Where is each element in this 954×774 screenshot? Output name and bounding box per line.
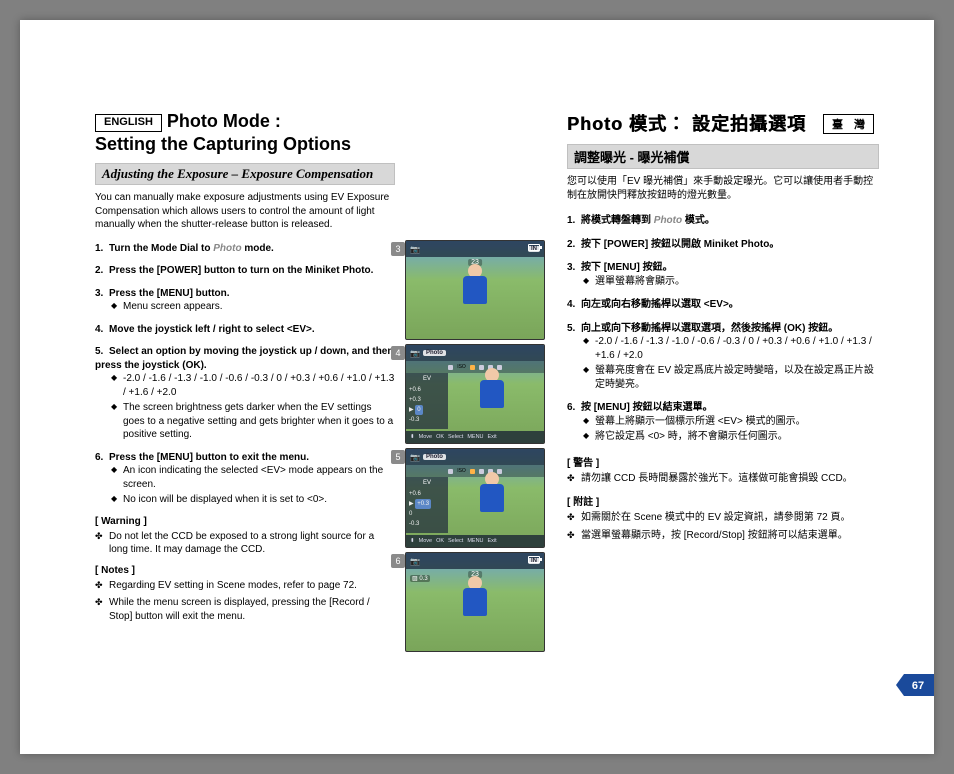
- camera-icon: 📷: [410, 453, 420, 462]
- thumb-5: 📷Photo ISO EV +0.6 ▶ +0.3 0 -0.3: [405, 448, 545, 548]
- sub-bullet: Menu screen appears.: [111, 300, 395, 314]
- ev-panel: EV +0.6 ▶ +0.3 0 -0.3: [406, 477, 448, 533]
- subject-figure: [461, 576, 489, 616]
- step-item: 5.Select an option by moving the joystic…: [95, 345, 395, 442]
- step-item: 1.Turn the Mode Dial to Photo mode.: [95, 242, 395, 256]
- warning-item: 請勿讓 CCD 長時間暴露於強光下。這樣做可能會損毀 CCD。: [567, 472, 879, 486]
- thumb-3: 📷IN 23: [405, 240, 545, 340]
- thumb-bottombar: ⬍Move OKSelect MENUExit: [406, 431, 544, 443]
- ev-badge: ▨ 0.3: [410, 575, 430, 582]
- note-item: While the menu screen is displayed, pres…: [95, 596, 395, 623]
- thumb-5-wrap: 5 📷Photo ISO EV +0.6 ▶ +0.3 0 -0.3: [405, 448, 545, 548]
- menu-icons-row: ISO: [406, 465, 544, 477]
- thumb-6-wrap: 6 📷IN 23 ▨ 0.3: [405, 552, 545, 652]
- thumb-badge: 5: [391, 450, 405, 464]
- left-subheading: Adjusting the Exposure – Exposure Compen…: [95, 163, 395, 185]
- battery-icon: [528, 556, 540, 563]
- camera-icon: 📷: [410, 557, 420, 566]
- thumbnails-column: 3 📷IN 23 4 📷Photo ISO EV: [395, 110, 555, 714]
- menu-icons-row: ISO: [406, 361, 544, 373]
- columns: ENGLISH Photo Mode : Setting the Capturi…: [95, 110, 879, 714]
- thumb-3-wrap: 3 📷IN 23: [405, 240, 545, 340]
- right-column: Photo 模式︰ 設定拍攝選項 調整曝光 - 曝光補償 您可以使用「EV 曝光…: [555, 110, 879, 714]
- ev-title: EV: [409, 480, 445, 486]
- step-item: 3.按下 [MENU] 按鈕。 選單螢幕將會顯示。: [567, 261, 879, 288]
- thumb-bottombar: ⬍Move OKSelect MENUExit: [406, 535, 544, 547]
- left-steps: 1.Turn the Mode Dial to Photo mode. 2.Pr…: [95, 242, 395, 507]
- left-notes-list: Regarding EV setting in Scene modes, ref…: [95, 579, 395, 624]
- left-intro: You can manually make exposure adjustmen…: [95, 191, 395, 232]
- subject-figure: [478, 472, 506, 512]
- ev-scale: +0.6 +0.3 ▶ 0 -0.3: [409, 385, 445, 425]
- thumb-badge: 3: [391, 242, 405, 256]
- right-warning-list: 請勿讓 CCD 長時間暴露於強光下。這樣做可能會損毀 CCD。: [567, 472, 879, 486]
- left-warning-head: [ Warning ]: [95, 516, 395, 527]
- right-warning-head: [ 警告 ]: [567, 454, 879, 469]
- right-notes-head: [ 附註 ]: [567, 493, 879, 508]
- thumb-badge: 6: [391, 554, 405, 568]
- note-item: 如需關於在 Scene 模式中的 EV 設定資訊，請參閱第 72 頁。: [567, 511, 879, 525]
- language-box-tw: 臺 灣: [823, 114, 874, 134]
- page-number-text: 67: [912, 680, 924, 692]
- left-warning-list: Do not let the CCD be exposed to a stron…: [95, 530, 395, 557]
- left-title-line2: Setting the Capturing Options: [95, 134, 351, 154]
- warning-item: Do not let the CCD be exposed to a stron…: [95, 530, 395, 557]
- sub-bullet: 螢幕上將顯示一個標示所選 <EV> 模式的圖示。: [583, 415, 879, 429]
- ev-title: EV: [409, 376, 445, 382]
- ev-scale: +0.6 ▶ +0.3 0 -0.3: [409, 489, 445, 529]
- right-subheading: 調整曝光 - 曝光補償: [567, 144, 879, 169]
- manual-page: 臺 灣 ENGLISH Photo Mode : Setting the Cap…: [20, 20, 934, 754]
- step-item: 6.按 [MENU] 按鈕以結束選單。 螢幕上將顯示一個標示所選 <EV> 模式…: [567, 401, 879, 444]
- note-item: Regarding EV setting in Scene modes, ref…: [95, 579, 395, 593]
- step-item: 2.Press the [POWER] button to turn on th…: [95, 264, 395, 278]
- sub-bullet: The screen brightness gets darker when t…: [111, 401, 395, 442]
- sub-bullet: 選單螢幕將會顯示。: [583, 275, 879, 289]
- left-column: ENGLISH Photo Mode : Setting the Capturi…: [95, 110, 395, 714]
- sub-bullet: -2.0 / -1.6 / -1.3 / -1.0 / -0.6 / -0.3 …: [583, 335, 879, 362]
- sub-bullet: An icon indicating the selected <EV> mod…: [111, 464, 395, 491]
- step-item: 3.Press the [MENU] button. Menu screen a…: [95, 287, 395, 314]
- iso-icon: ISO: [457, 468, 466, 474]
- step-item: 5.向上或向下移動搖桿以選取選項，然後按搖桿 (OK) 按鈕。 -2.0 / -…: [567, 322, 879, 392]
- left-title-line1: Photo Mode :: [167, 111, 281, 131]
- iso-icon: ISO: [457, 364, 466, 370]
- step-item: 4.向左或向右移動搖桿以選取 <EV>。: [567, 298, 879, 312]
- sub-bullet: -2.0 / -1.6 / -1.3 / -1.0 / -0.6 / -0.3 …: [111, 372, 395, 399]
- subject-figure: [478, 368, 506, 408]
- ev-panel: EV +0.6 +0.3 ▶ 0 -0.3: [406, 373, 448, 429]
- photo-chip: Photo: [423, 350, 446, 356]
- step-item: 6.Press the [MENU] button to exit the me…: [95, 451, 395, 507]
- sub-bullet: No icon will be displayed when it is set…: [111, 493, 395, 507]
- subject-figure: [461, 264, 489, 304]
- thumb-badge: 4: [391, 346, 405, 360]
- battery-icon: [528, 244, 540, 251]
- right-intro: 您可以使用「EV 曝光補償」來手動設定曝光。它可以讓使用者手動控制在放開快門釋放…: [567, 175, 879, 202]
- left-title: ENGLISH Photo Mode : Setting the Capturi…: [95, 110, 395, 155]
- page-number: 67: [896, 674, 934, 696]
- step-item: 4.Move the joystick left / right to sele…: [95, 323, 395, 337]
- step-item: 2.按下 [POWER] 按鈕以開啟 Miniket Photo。: [567, 238, 879, 252]
- sub-bullet: 將它設定爲 <0> 時，將不會顯示任何圖示。: [583, 430, 879, 444]
- right-notes-list: 如需關於在 Scene 模式中的 EV 設定資訊，請參閱第 72 頁。 當選單螢…: [567, 511, 879, 542]
- note-item: 當選單螢幕顯示時，按 [Record/Stop] 按鈕將可以結束選單。: [567, 529, 879, 543]
- thumb-4-wrap: 4 📷Photo ISO EV +0.6 +0.3 ▶ 0 -0.3: [405, 344, 545, 444]
- step-item: 1.將模式轉盤轉到 Photo 模式。: [567, 214, 879, 228]
- sub-bullet: 螢幕亮度會在 EV 設定爲底片設定時變暗，以及在設定爲正片設定時變亮。: [583, 364, 879, 391]
- thumb-4: 📷Photo ISO EV +0.6 +0.3 ▶ 0 -0.3: [405, 344, 545, 444]
- thumb-6: 📷IN 23 ▨ 0.3: [405, 552, 545, 652]
- camera-icon: 📷: [410, 349, 420, 358]
- left-notes-head: [ Notes ]: [95, 565, 395, 576]
- right-steps: 1.將模式轉盤轉到 Photo 模式。 2.按下 [POWER] 按鈕以開啟 M…: [567, 214, 879, 444]
- photo-chip: Photo: [423, 454, 446, 460]
- language-box-en: ENGLISH: [95, 114, 162, 132]
- camera-icon: 📷: [410, 245, 420, 254]
